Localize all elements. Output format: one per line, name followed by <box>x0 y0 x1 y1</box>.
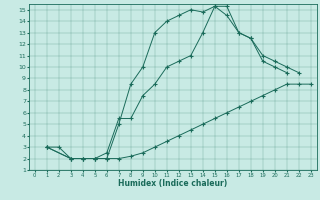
X-axis label: Humidex (Indice chaleur): Humidex (Indice chaleur) <box>118 179 228 188</box>
